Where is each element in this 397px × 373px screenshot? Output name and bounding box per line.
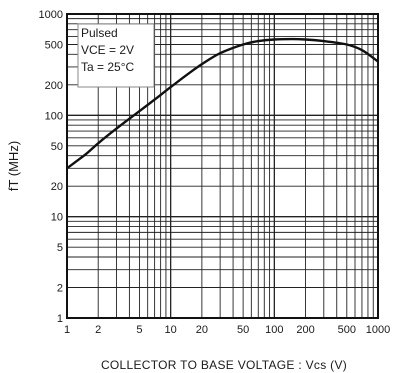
x-tick-label: 2: [95, 324, 101, 336]
annotation-box: [77, 23, 155, 88]
annotation-line-pulsed: Pulsed: [81, 26, 118, 40]
y-tick-label: 20: [51, 181, 63, 193]
x-tick-label: 200: [296, 324, 314, 336]
y-tick-label: 100: [45, 110, 63, 122]
x-tick-label: 10: [165, 324, 177, 336]
x-tick-label: 50: [237, 324, 249, 336]
y-tick-label: 1: [57, 313, 63, 325]
y-tick-label: 5: [57, 242, 63, 254]
plot-frame: [66, 13, 379, 319]
y-tick-label: 200: [45, 80, 63, 92]
grid: [67, 14, 378, 318]
annotation-line-ta: Ta = 25°C: [81, 60, 134, 74]
y-axis-label: fT (MHz): [6, 141, 21, 191]
annotation-line-vce: VCE = 2V: [81, 43, 134, 57]
x-tick-label: 20: [196, 324, 208, 336]
y-tick-label: 10: [51, 212, 63, 224]
legend-annotation: Pulsed VCE = 2V Ta = 25°C: [77, 23, 155, 88]
x-tick-label: 500: [338, 324, 356, 336]
y-tick-label: 50: [51, 141, 63, 153]
x-tick-label: 1: [64, 324, 70, 336]
x-axis-label: COLLECTOR TO BASE VOLTAGE : Vcs (V): [101, 358, 347, 372]
y-tick-label: 500: [45, 40, 63, 52]
y-tick-labels: 1 2 5 10 20 50 100 200 500 1000: [39, 9, 63, 325]
x-tick-labels: 1 2 5 10 20 50 100 200 500 1000: [64, 324, 390, 336]
x-tick-label: 100: [265, 324, 283, 336]
x-tick-label: 1000: [366, 324, 390, 336]
x-tick-label: 5: [136, 324, 142, 336]
y-tick-label: 1000: [39, 9, 63, 21]
curve-layer: [66, 37, 379, 170]
ft-curve: [66, 37, 379, 170]
y-tick-label: 2: [57, 282, 63, 294]
